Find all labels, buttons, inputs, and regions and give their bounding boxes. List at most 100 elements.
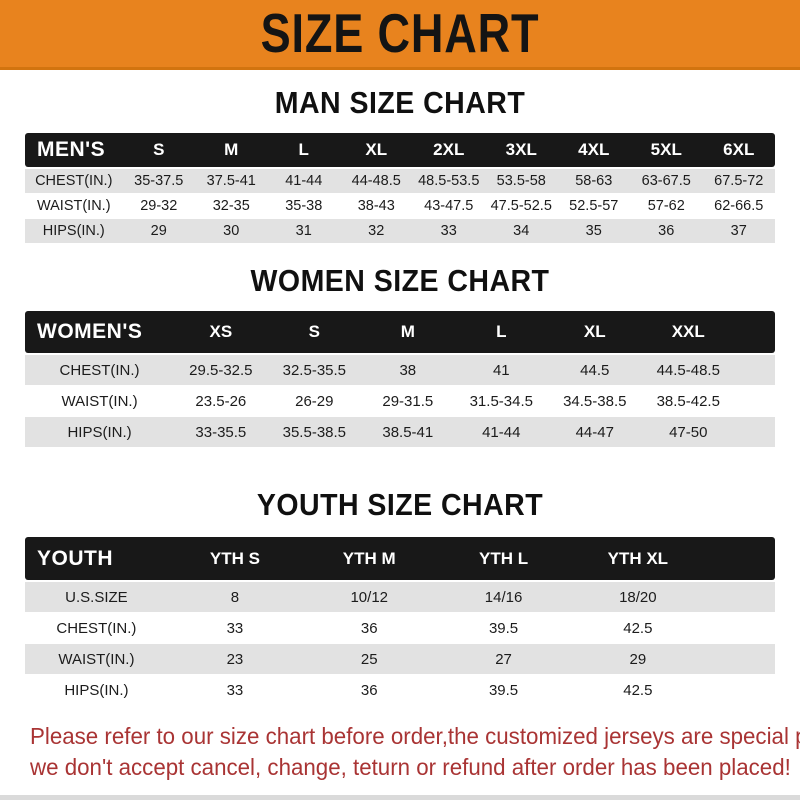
size-value-cell: 57-62: [647, 198, 685, 214]
row-label: CHEST(IN.): [56, 619, 137, 637]
size-value-cell: 58-63: [575, 173, 613, 189]
footer-note: Please refer to our size chart before or…: [0, 705, 800, 783]
size-value-cell: 38.5-42.5: [656, 392, 720, 410]
size-value-cell: 29.5-32.5: [189, 361, 253, 379]
size-value-cell: 38-43: [357, 198, 395, 214]
size-value-cell: 43-47.5: [424, 198, 474, 214]
size-value-cell: 41: [492, 361, 510, 379]
size-value-cell: 29: [150, 223, 167, 239]
table-row: HIPS(IN.) 29 30 31 32 33 34 35 36 37: [25, 219, 775, 243]
table-header-row: WOMEN'S XS S M L XL XXL: [25, 311, 775, 353]
size-value-cell: 33: [226, 681, 244, 699]
size-value-cell: 27: [495, 650, 512, 668]
size-value-cell: 35.5-38.5: [282, 423, 347, 441]
size-value-cell: 23: [226, 650, 244, 668]
size-column-header: 3XL: [505, 140, 537, 159]
size-column-header: YTH S: [209, 548, 260, 568]
table-row: CHEST(IN.) 35-37.5 37.5-41 41-44 44-48.5 48.5…: [25, 169, 775, 193]
size-column-header: XL: [583, 322, 606, 341]
size-value-cell: 10/12: [350, 588, 389, 606]
table-row: WAIST(IN.) 23.5-26 26-29 29-31.5 31.5-34.5 34…: [25, 386, 775, 416]
size-column-header: S: [308, 322, 320, 341]
youth-size-table: YOUTH YTH S YTH M YTH L YTH XL U.S.SIZE 8 10/12…: [25, 537, 775, 705]
size-column-header: XXL: [671, 322, 705, 341]
size-value-cell: 30: [223, 223, 240, 239]
footer-line: Please refer to our size chart before or…: [30, 723, 800, 749]
size-value-cell: 41-44: [285, 173, 323, 189]
table-row: WAIST(IN.) 29-32 32-35 35-38 38-43 43-47.5 47.…: [25, 194, 775, 218]
size-column-header: YTH M: [342, 548, 396, 568]
size-value-cell: 36: [658, 223, 675, 239]
size-column-header: YTH L: [478, 548, 529, 568]
size-value-cell: 26-29: [295, 392, 334, 410]
table-header-label: YOUTH: [37, 546, 113, 570]
size-value-cell: 31: [295, 223, 312, 239]
size-value-cell: 53.5-58: [496, 173, 546, 189]
table-header-row: YOUTH YTH S YTH M YTH L YTH XL: [25, 537, 775, 580]
size-column-header: L: [298, 140, 309, 159]
size-value-cell: 32.5-35.5: [282, 361, 347, 379]
size-value-cell: 38.5-41: [382, 423, 434, 441]
size-value-cell: 52.5-57: [569, 198, 619, 214]
size-column-header: 2XL: [433, 140, 465, 159]
size-value-cell: 31.5-34.5: [469, 392, 533, 410]
table-header-label: MEN'S: [37, 138, 106, 161]
size-value-cell: 44-47: [575, 423, 614, 441]
size-column-header: 6XL: [723, 140, 755, 159]
size-value-cell: 39.5: [488, 619, 519, 637]
size-value-cell: 14/16: [484, 588, 523, 606]
size-value-cell: 44-48.5: [351, 173, 401, 189]
table-row: HIPS(IN.) 33 36 39.5 42.5: [25, 675, 775, 705]
table-row: CHEST(IN.) 33 36 39.5 42.5: [25, 613, 775, 643]
women-size-chart-heading: WOMEN SIZE CHART: [250, 263, 550, 298]
size-value-cell: 18/20: [619, 588, 657, 606]
size-value-cell: 36: [360, 681, 378, 699]
size-value-cell: 37: [730, 223, 747, 239]
row-label: CHEST(IN.): [59, 361, 140, 379]
size-value-cell: 23.5-26: [195, 392, 247, 410]
table-header-label: WOMEN'S: [37, 320, 143, 343]
size-value-cell: 25: [360, 650, 378, 668]
size-value-cell: 37.5-41: [206, 173, 256, 189]
size-value-cell: 47.5-52.5: [490, 198, 552, 214]
size-chart-banner: SIZE CHART: [0, 0, 800, 70]
size-value-cell: 8: [230, 588, 240, 606]
table-row: CHEST(IN.) 29.5-32.5 32.5-35.5 38 41 44.5 44.5…: [25, 355, 775, 385]
size-value-cell: 33: [226, 619, 244, 637]
size-value-cell: 39.5: [488, 681, 519, 699]
size-value-cell: 42.5: [623, 681, 653, 699]
row-label: CHEST(IN.): [35, 173, 113, 189]
size-value-cell: 34.5-38.5: [563, 392, 627, 410]
size-value-cell: 33-35.5: [195, 423, 247, 441]
table-header-row: MEN'S S M L XL 2XL 3XL 4XL 5XL 6XL: [25, 133, 775, 167]
size-value-cell: 29-31.5: [382, 392, 434, 410]
size-value-cell: 35: [585, 223, 602, 239]
size-value-cell: 35-37.5: [134, 173, 184, 189]
size-value-cell: 29-32: [140, 198, 178, 214]
size-value-cell: 33: [440, 223, 457, 239]
row-label: WAIST(IN.): [58, 650, 135, 668]
size-value-cell: 42.5: [623, 619, 653, 637]
size-value-cell: 34: [513, 223, 530, 239]
size-column-header: S: [153, 140, 165, 159]
size-column-header: L: [496, 322, 507, 341]
size-column-header: M: [400, 322, 415, 341]
womens-size-table: WOMEN'S XS S M L XL XXL CHEST(IN.) 29.5-32.5 32.5…: [25, 311, 775, 447]
row-label: WAIST(IN.): [61, 392, 138, 410]
mens-size-table: MEN'S S M L XL 2XL 3XL 4XL 5XL 6XL CHEST(IN.) 35-37…: [25, 133, 775, 243]
size-value-cell: 62-66.5: [714, 198, 764, 214]
size-column-header: YTH XL: [607, 548, 669, 568]
size-value-cell: 35-38: [285, 198, 323, 214]
footer-line: we don't accept cancel, change, teturn o…: [30, 754, 791, 780]
row-label: HIPS(IN.): [64, 681, 129, 699]
size-value-cell: 32-35: [212, 198, 250, 214]
man-size-chart-heading: MAN SIZE CHART: [274, 85, 526, 120]
size-column-header: 4XL: [578, 140, 610, 159]
row-label: HIPS(IN.): [42, 223, 105, 239]
size-column-header: M: [224, 140, 239, 159]
size-column-header: XL: [365, 140, 388, 159]
banner-title: SIZE CHART: [260, 2, 540, 64]
size-value-cell: 36: [360, 619, 378, 637]
size-value-cell: 29: [629, 650, 647, 668]
size-value-cell: 48.5-53.5: [418, 173, 480, 189]
